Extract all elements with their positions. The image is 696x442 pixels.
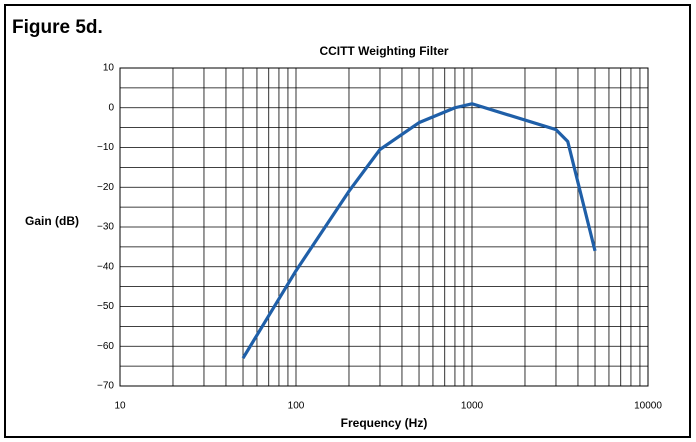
frame bbox=[4, 4, 691, 438]
x-tick-label: 1000 bbox=[461, 401, 484, 412]
x-tick-label: 100 bbox=[288, 401, 305, 412]
y-tick-label: −50 bbox=[97, 301, 114, 312]
y-tick-label: −20 bbox=[97, 182, 114, 193]
figure-label: Figure 5d. bbox=[12, 17, 103, 38]
plot-border bbox=[119, 67, 649, 387]
x-tick-label: 10 bbox=[114, 401, 126, 412]
y-tick-label: −10 bbox=[97, 142, 114, 153]
x-tick-label: 10000 bbox=[634, 401, 662, 412]
y-tick-label: 10 bbox=[103, 63, 115, 74]
chart-title: CCITT Weighting Filter bbox=[319, 44, 448, 58]
line-series bbox=[241, 102, 597, 360]
y-tick-label: 0 bbox=[108, 102, 114, 113]
x-axis-label: Frequency (Hz) bbox=[341, 416, 428, 430]
y-tick-label: −60 bbox=[97, 341, 114, 352]
y-tick-label: −30 bbox=[97, 222, 114, 233]
y-tick-label: −40 bbox=[97, 261, 114, 272]
y-axis-label: Gain (dB) bbox=[25, 214, 79, 228]
y-tick-label: −70 bbox=[97, 381, 114, 392]
